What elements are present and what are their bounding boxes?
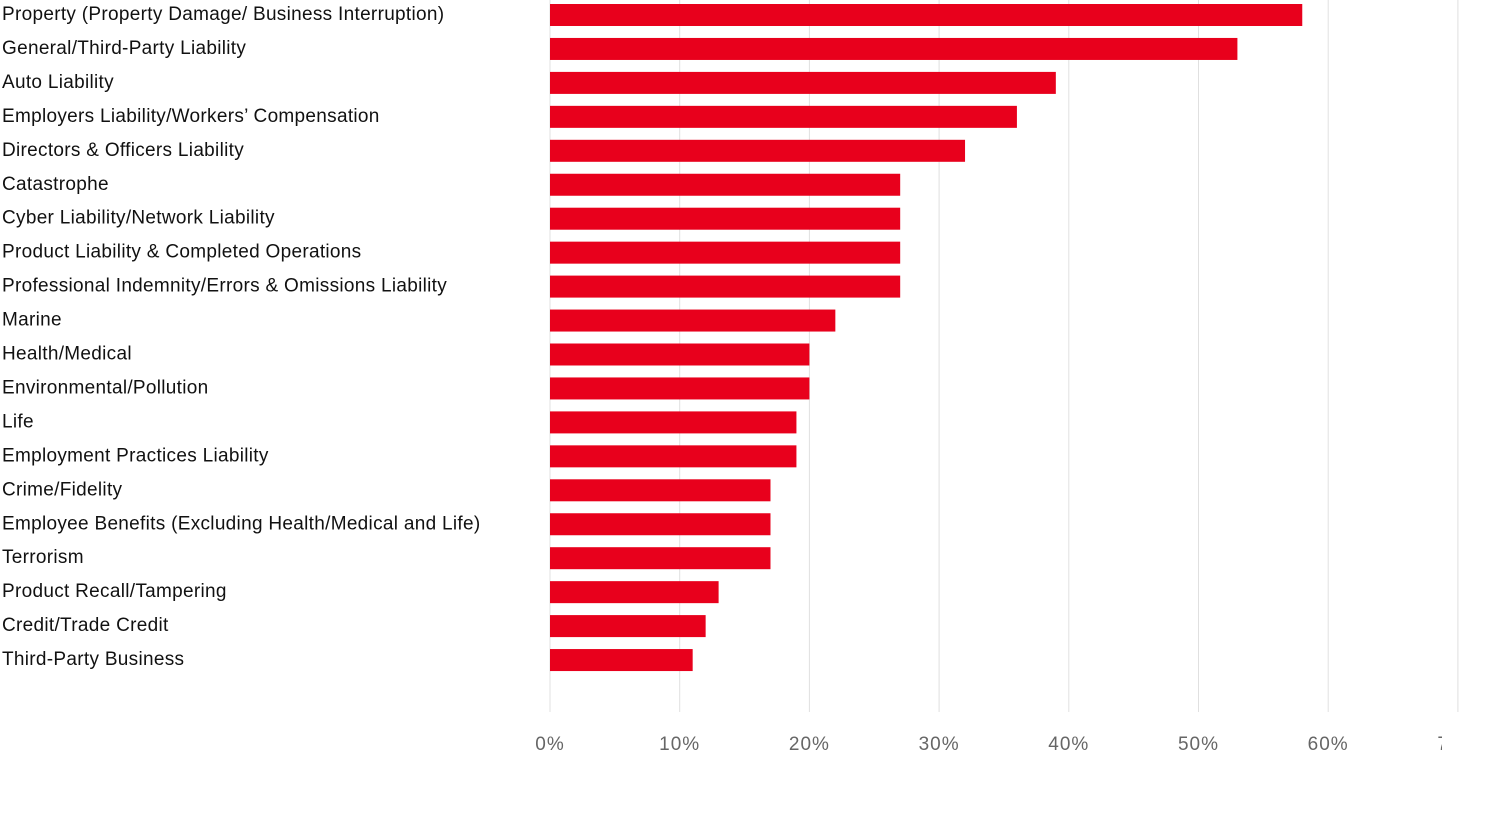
bar [550,275,901,298]
category-label: Environmental/Pollution [2,377,209,398]
category-label: Cyber Liability/Network Liability [2,208,275,229]
bar [550,343,810,366]
bar [550,4,1303,26]
x-tick-label: 50% [1178,734,1219,755]
x-tick-label: 60% [1308,734,1349,755]
bar [550,445,797,468]
category-label: Life [2,411,34,432]
bar [550,139,966,162]
bar [550,649,693,672]
bar [550,411,797,434]
category-label: Employment Practices Liability [2,445,269,466]
category-label: Auto Liability [2,72,114,93]
bar [550,615,706,638]
bar [550,207,901,230]
x-tick-label: 30% [919,734,960,755]
category-label: General/Third-Party Liability [2,38,246,59]
bar [550,581,719,604]
bar [550,173,901,196]
category-label: Professional Indemnity/Errors & Omission… [2,276,447,297]
category-label: Directors & Officers Liability [2,140,244,161]
category-label: Property (Property Damage/ Business Inte… [2,4,444,25]
bar [550,309,836,332]
bar [550,377,810,400]
category-label: Crime/Fidelity [2,479,123,500]
category-label: Product Liability & Completed Operations [2,242,361,263]
category-label: Employers Liability/Workers’ Compensatio… [2,106,380,127]
x-tick-label: 0% [535,734,564,755]
bar [550,547,771,570]
bar [550,105,1017,128]
bars [550,4,1303,672]
bar [550,37,1238,60]
bar [550,513,771,536]
category-label: Marine [2,310,62,331]
category-label: Employee Benefits (Excluding Health/Medi… [2,513,480,534]
category-label: Terrorism [2,547,84,568]
x-tick-label: 20% [789,734,830,755]
x-tick-label: 10% [659,734,700,755]
category-label: Credit/Trade Credit [2,615,169,636]
bar [550,71,1056,94]
bar [550,241,901,264]
x-tick-label: 40% [1048,734,1089,755]
x-tick-label: 70% [1437,734,1478,755]
category-label: Product Recall/Tampering [2,581,227,602]
category-label: Health/Medical [2,344,132,365]
bar [550,479,771,502]
category-label: Catastrophe [2,174,109,195]
category-label: Third-Party Business [2,649,184,670]
labels: 0% 10% 20% 30% 40% 50% 60% 70% Property (Propert… [2,4,1478,755]
